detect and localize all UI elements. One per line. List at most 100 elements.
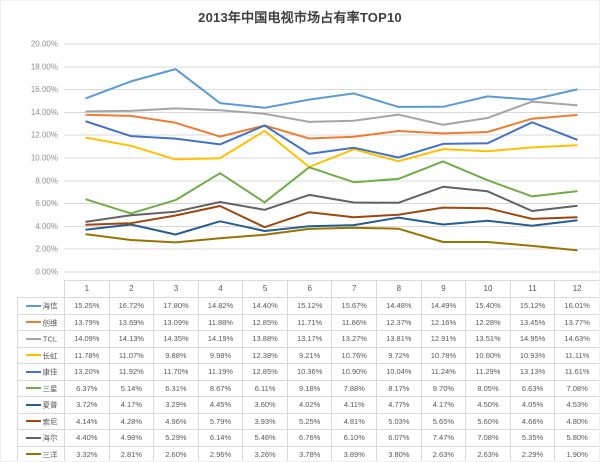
table-row: TCL 14.09% 14.13% 14.35% 14.19% 13.88% 13.17% 1… <box>17 330 599 348</box>
series-name-label: 创维 <box>42 318 58 328</box>
value-cell: 14.48% <box>376 297 422 315</box>
value-cell: 2.81% <box>108 445 155 461</box>
value-cell: 4.28% <box>108 412 155 431</box>
series-name-label: 海尔 <box>42 433 58 443</box>
value-cell: 3.93% <box>242 412 288 431</box>
value-cell: 4.40% <box>64 429 110 447</box>
series-line-2 <box>85 100 578 126</box>
value-cell: 4.11% <box>331 396 378 414</box>
value-cell: 1.90% <box>554 445 599 461</box>
table-row: 创维 13.79% 13.69% 13.09% 11.88% 12.85% 11.71% 11… <box>17 313 599 332</box>
series-name-label: 康佳 <box>42 367 58 377</box>
value-cell: 2.60% <box>153 445 199 461</box>
value-cell: 5.29% <box>153 429 199 447</box>
series-name-label: TCL <box>42 334 58 344</box>
value-cell: 10.76% <box>331 346 378 365</box>
value-cell: 14.63% <box>554 330 599 348</box>
series-line-marker-icon <box>25 304 41 307</box>
month-header-cell: 3 <box>153 280 199 298</box>
table-row: 海信 15.25% 16.72% 17.80% 14.82% 14.40% 15.12% 15… <box>17 297 599 315</box>
value-cell: 10.93% <box>509 346 556 365</box>
y-axis-tick-label: 0.00% <box>35 268 58 277</box>
value-cell: 8.05% <box>465 379 511 398</box>
value-cell: 12.16% <box>420 313 467 332</box>
table-corner-cell <box>18 281 65 298</box>
value-cell: 3.60% <box>242 396 288 414</box>
value-cell: 3.72% <box>64 396 110 414</box>
series-name-label: 长虹 <box>42 351 58 361</box>
month-header-cell: 11 <box>509 280 556 298</box>
value-cell: 11.07% <box>108 346 155 365</box>
value-cell: 2.96% <box>197 445 244 461</box>
value-cell: 5.46% <box>242 429 288 447</box>
value-cell: 6.11% <box>242 379 288 398</box>
month-header-cell: 6 <box>286 280 333 298</box>
value-cell: 9.21% <box>286 346 333 365</box>
value-cell: 4.14% <box>64 412 110 431</box>
value-cell: 11.70% <box>153 363 199 381</box>
value-cell: 13.09% <box>153 313 199 332</box>
table-row: 康佳 13.20% 11.92% 11.70% 11.19% 12.85% 10.36% 10… <box>17 363 599 381</box>
value-cell: 14.35% <box>153 330 199 348</box>
value-cell: 16.01% <box>554 297 599 315</box>
value-cell: 5.79% <box>197 412 244 431</box>
value-cell: 17.80% <box>153 297 199 315</box>
series-line-marker-icon <box>25 321 41 324</box>
value-cell: 3.78% <box>286 445 333 461</box>
series-line-marker-icon <box>25 453 41 456</box>
value-cell: 15.12% <box>509 297 556 315</box>
value-cell: 4.81% <box>331 412 378 431</box>
month-header-cell: 10 <box>465 280 511 298</box>
month-header-cell: 2 <box>108 280 155 298</box>
chart-title: 2013年中国电视市场占有率TOP10 <box>198 10 402 25</box>
value-cell: 5.03% <box>376 412 422 431</box>
legend-cell: 康佳 <box>17 363 65 381</box>
month-header-cell: 7 <box>331 280 378 298</box>
value-cell: 15.12% <box>286 297 333 315</box>
table-row: 夏普 3.72% 4.17% 3.29% 4.45% 3.60% 4.02% 4.11% 4.7… <box>17 396 599 414</box>
table-row: 海尔 4.40% 4.98% 5.29% 6.14% 5.46% 6.76% 6.10% 6.0… <box>17 429 599 447</box>
value-cell: 4.98% <box>108 429 155 447</box>
value-cell: 11.88% <box>197 313 244 332</box>
value-cell: 9.70% <box>420 379 467 398</box>
value-cell: 12.37% <box>376 313 422 332</box>
value-cell: 4.45% <box>197 396 244 414</box>
value-cell: 13.17% <box>286 330 333 348</box>
series-name-label: 夏普 <box>42 400 58 410</box>
value-cell: 4.80% <box>554 412 599 431</box>
value-cell: 13.81% <box>376 330 422 348</box>
value-cell: 9.72% <box>376 346 422 365</box>
value-cell: 6.31% <box>153 379 199 398</box>
value-cell: 5.14% <box>108 379 155 398</box>
legend-cell: 海尔 <box>17 429 65 447</box>
value-cell: 11.92% <box>108 363 155 381</box>
value-cell: 6.37% <box>64 379 110 398</box>
value-cell: 3.26% <box>242 445 288 461</box>
table-row: 三洋 3.32% 2.81% 2.60% 2.96% 3.26% 3.78% 3.89% 3.8… <box>17 445 599 461</box>
series-line-marker-icon <box>25 387 41 390</box>
value-cell: 11.86% <box>331 313 378 332</box>
legend-cell: 索尼 <box>17 412 65 431</box>
value-cell: 14.19% <box>197 330 244 348</box>
value-cell: 15.67% <box>331 297 378 315</box>
value-cell: 10.90% <box>331 363 378 381</box>
value-cell: 15.40% <box>465 297 511 315</box>
value-cell: 7.08% <box>465 429 511 447</box>
month-header-cell: 9 <box>420 280 467 298</box>
series-line-marker-icon <box>25 436 41 439</box>
value-cell: 6.10% <box>331 429 378 447</box>
value-cell: 2.29% <box>509 445 556 461</box>
value-cell: 12.38% <box>242 346 288 365</box>
data-table: 1 2 3 4 5 6 7 8 9 10 11 12 海信 15.25% 16.72% 17.80% 14.82… <box>17 280 599 461</box>
value-cell: 5.60% <box>465 412 511 431</box>
value-cell: 10.04% <box>376 363 422 381</box>
legend-cell: 三洋 <box>17 445 65 461</box>
value-cell: 16.72% <box>108 297 155 315</box>
y-axis-tick-label: 16.00% <box>31 85 58 94</box>
value-cell: 13.69% <box>108 313 155 332</box>
value-cell: 2.63% <box>465 445 511 461</box>
value-cell: 10.60% <box>465 346 511 365</box>
legend-cell: 长虹 <box>17 346 65 365</box>
value-cell: 12.91% <box>420 330 467 348</box>
value-cell: 7.47% <box>420 429 467 447</box>
